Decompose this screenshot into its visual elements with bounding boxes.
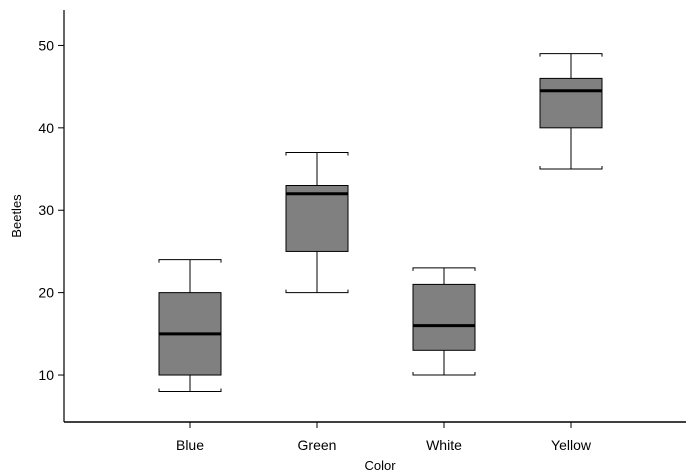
x-tick-label: White — [426, 437, 462, 453]
y-tick-label: 20 — [38, 285, 54, 301]
lower-whisker-cap — [285, 289, 349, 294]
boxes — [158, 53, 603, 393]
plot-frame — [63, 10, 686, 423]
x-axis-title: Color — [364, 458, 396, 473]
box-white — [412, 267, 476, 376]
upper-whisker-cap — [285, 152, 349, 156]
upper-whisker-cap — [158, 259, 222, 263]
iqr-box — [539, 77, 603, 129]
iqr-box — [412, 283, 476, 351]
lower-whisker-cap — [539, 166, 603, 170]
y-axis-title: Beetles — [9, 194, 24, 238]
upper-whisker-cap — [539, 53, 603, 57]
y-tick-label: 10 — [38, 367, 54, 383]
x-ticks: Blue Green White Yellow — [176, 422, 592, 453]
iqr-box — [285, 185, 349, 252]
y-tick-label: 40 — [38, 120, 54, 136]
x-tick-label: Yellow — [551, 437, 592, 453]
upper-whisker-cap — [412, 267, 476, 271]
lower-whisker-cap — [158, 388, 222, 393]
box-yellow — [539, 53, 603, 170]
x-tick-label: Green — [298, 437, 337, 453]
lower-whisker-cap — [412, 372, 476, 376]
y-tick-label: 30 — [38, 202, 54, 218]
x-tick-label: Blue — [176, 437, 204, 453]
box-green — [285, 152, 349, 294]
box-blue — [158, 259, 222, 393]
y-ticks: 10 20 30 40 50 — [38, 37, 64, 383]
y-tick-label: 50 — [38, 37, 54, 53]
